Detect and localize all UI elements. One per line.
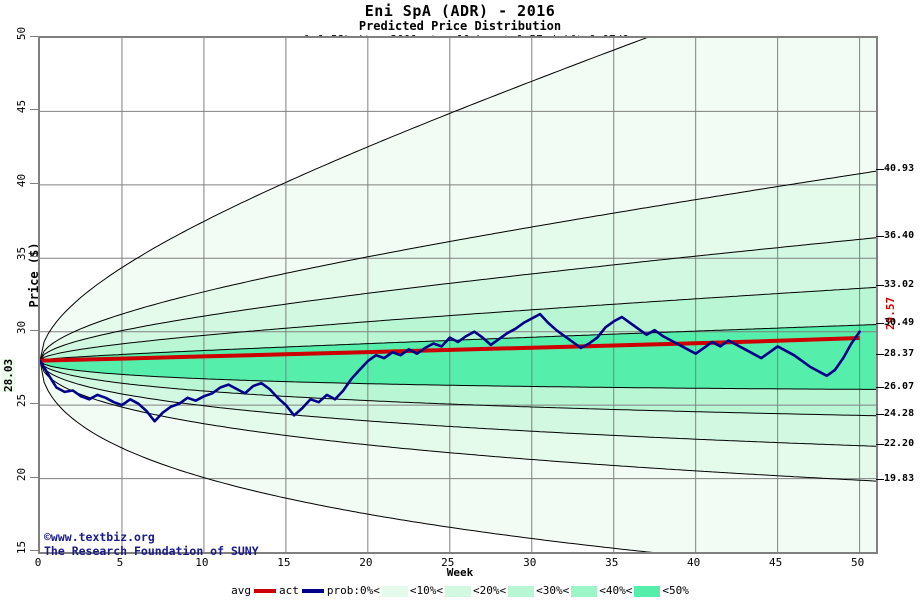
x-axis-tick-label: 30 (523, 556, 537, 569)
x-axis-tick-label: 25 (441, 556, 455, 569)
x-axis-tick-label: 20 (359, 556, 373, 569)
right-axis-tick (876, 235, 884, 237)
y-axis-tick (30, 550, 38, 551)
right-axis-label: 26.07 (884, 381, 915, 393)
y-axis-tick (30, 476, 38, 478)
y-axis-tick-label: 15 (14, 540, 28, 555)
right-axis-label: 36.40 (884, 229, 915, 241)
right-axis-tick (876, 444, 884, 446)
x-axis-tick-label: 0 (34, 556, 42, 569)
right-axis-label: 33.02 (884, 279, 915, 291)
right-axis-tick (876, 413, 884, 415)
watermark: ©www.textbiz.org The Research Foundation… (44, 530, 259, 558)
y-axis-tick-label: 25 (14, 394, 28, 408)
right-axis-label: 40.93 (884, 163, 915, 175)
x-axis-tick-label: 50 (850, 556, 865, 569)
y-axis-tick-label: 35 (14, 247, 28, 261)
plot-area (38, 36, 878, 554)
watermark-line-2: The Research Foundation of SUNY (44, 544, 259, 558)
legend-band-label: <10%< (409, 584, 443, 597)
chart-subtitle: Predicted Price Distribution (358, 19, 562, 33)
y-axis-tick (30, 329, 38, 331)
right-axis-tick (876, 322, 884, 324)
legend-band-label: <20%< (472, 584, 507, 597)
right-axis-label: 22.20 (884, 438, 915, 450)
x-axis-tick-label: 45 (769, 556, 783, 569)
right-axis-label: 30.49 (884, 316, 915, 328)
y-axis-tick-label: 50 (14, 26, 28, 41)
legend-band-swatch (634, 585, 661, 597)
right-axis-label: 19.83 (884, 473, 915, 485)
legend-act-line-swatch (301, 588, 324, 593)
legend-band-label: <50% (662, 584, 689, 597)
x-axis-tick-label: 40 (687, 556, 701, 569)
legend-band-label: <40%< (599, 584, 633, 597)
legend-prob-label: prob:0%< (326, 584, 380, 597)
distribution-chart (40, 38, 876, 552)
legend-avg-line-swatch (254, 588, 276, 593)
legend-band-label: <30%< (536, 584, 570, 597)
x-axis-tick-label: 15 (277, 556, 291, 569)
watermark-line-1: ©www.textbiz.org (44, 530, 155, 544)
legend-band-swatch (444, 585, 471, 597)
legend-avg-label: avg (231, 584, 251, 597)
legend-band-swatch (508, 585, 535, 597)
y-axis-tick (30, 256, 38, 258)
right-axis-tick (876, 387, 884, 389)
legend-band-swatch (381, 585, 408, 597)
right-axis-tick (876, 479, 884, 481)
right-axis-label: 24.28 (884, 407, 915, 419)
right-axis-tick (876, 285, 884, 287)
right-axis-label: 28.37 (884, 347, 915, 359)
y-axis-tick-label: 40 (14, 173, 28, 187)
y-axis-tick-label: 45 (14, 100, 28, 114)
start-price-annotation: 28.03 (2, 358, 15, 392)
legend-band-group: <10%< <20%< <30%< <40%< <50% (381, 584, 690, 597)
y-axis-tick-label: 20 (14, 467, 28, 481)
legend-act-label: act (279, 584, 299, 597)
chart-title: Eni SpA (ADR) - 2016 (364, 2, 556, 20)
y-axis-tick (30, 403, 38, 405)
x-axis-tick-label: 10 (195, 556, 209, 569)
legend-band-swatch (571, 585, 598, 597)
right-axis-tick (876, 169, 884, 171)
x-axis-tick-label: 35 (605, 556, 619, 569)
x-axis-label: Week (446, 566, 474, 579)
y-axis-tick-label: 30 (14, 320, 28, 334)
y-axis-tick (30, 109, 38, 111)
y-axis-tick (30, 182, 38, 184)
y-axis-tick (30, 36, 38, 37)
chart-legend: avg act prob:0%< <10%< <20%< <30%< <40%< <50… (0, 584, 920, 597)
right-axis-tick (876, 353, 884, 355)
x-axis-tick-label: 5 (116, 556, 124, 569)
